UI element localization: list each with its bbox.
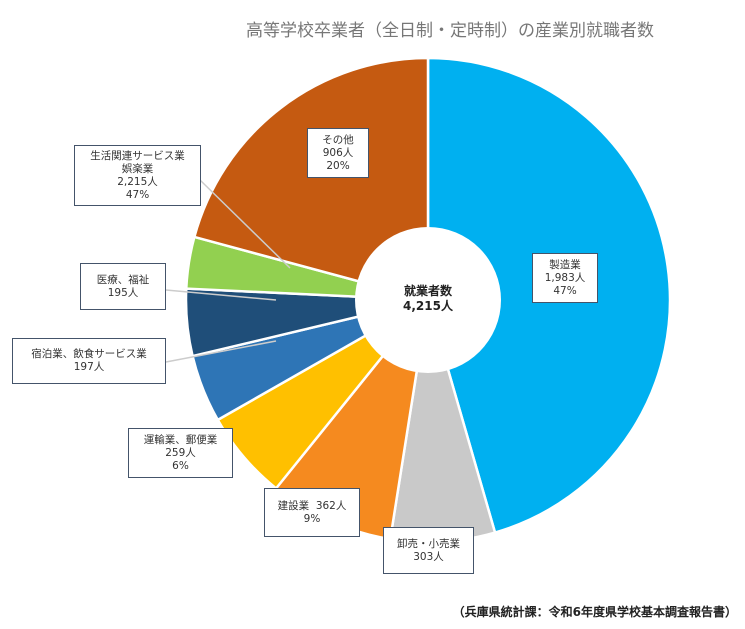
leader-line-iryo	[165, 289, 277, 301]
center-label: 就業者数 4,215人	[378, 284, 478, 314]
label-pct: 47%	[125, 188, 150, 201]
label-value: 362人	[315, 499, 347, 512]
label-value: 303人	[413, 550, 444, 563]
label-value: 259人	[165, 446, 196, 459]
label-name: 運輸業、郵便業	[143, 433, 218, 446]
data-label-hospitality: 宿泊業、飲食サービス業 197人	[12, 338, 166, 384]
center-label-total: 4,215人	[403, 299, 453, 313]
label-name: 医療、福祉	[96, 273, 150, 286]
label-name: 生活関連サービス業	[90, 149, 185, 162]
label-pct: 9%	[303, 512, 321, 525]
chart-title: 高等学校卒業者（全日制・定時制）の産業別就職者数	[246, 21, 654, 41]
leader-line-shukuhaku	[165, 340, 277, 363]
label-value: 1,983人	[544, 271, 586, 284]
leader-line-seikatsu	[199, 179, 291, 269]
source-note: （兵庫県統計課：令和6年度県学校基本調査報告書）	[452, 605, 737, 619]
data-label-lifestyle-services: 生活関連サービス業 娯楽業 2,215人 47%	[74, 145, 201, 206]
label-name: 宿泊業、飲食サービス業	[31, 348, 147, 360]
data-label-construction: 建設業 362人 9%	[264, 488, 360, 537]
label-name-2: 娯楽業	[121, 162, 154, 175]
label-name: その他	[322, 133, 354, 146]
label-name: 製造業	[549, 258, 581, 271]
data-label-manufacturing: 製造業 1,983人 47%	[532, 253, 598, 303]
pie-slice-7	[192, 56, 430, 302]
label-value: 195人	[107, 286, 139, 299]
label-value: 197人	[73, 361, 105, 373]
label-name: 建設業	[277, 499, 310, 512]
label-name: 卸売・小売業	[397, 537, 460, 550]
data-label-transport: 運輸業、郵便業 259人 6%	[128, 428, 233, 478]
donut-hole	[355, 227, 501, 373]
center-label-title: 就業者数	[403, 284, 452, 298]
label-name-value: 建設業 362人	[265, 500, 359, 513]
label-pct: 6%	[172, 459, 189, 472]
label-value: 906人	[322, 146, 354, 159]
label-value: 2,215人	[117, 175, 158, 188]
data-label-retail: 卸売・小売業 303人	[383, 527, 474, 574]
label-pct: 47%	[553, 284, 577, 297]
data-label-other: その他 906人 20%	[307, 128, 369, 178]
label-pct: 20%	[326, 159, 350, 172]
data-label-medical: 医療、福祉 195人	[80, 263, 166, 310]
